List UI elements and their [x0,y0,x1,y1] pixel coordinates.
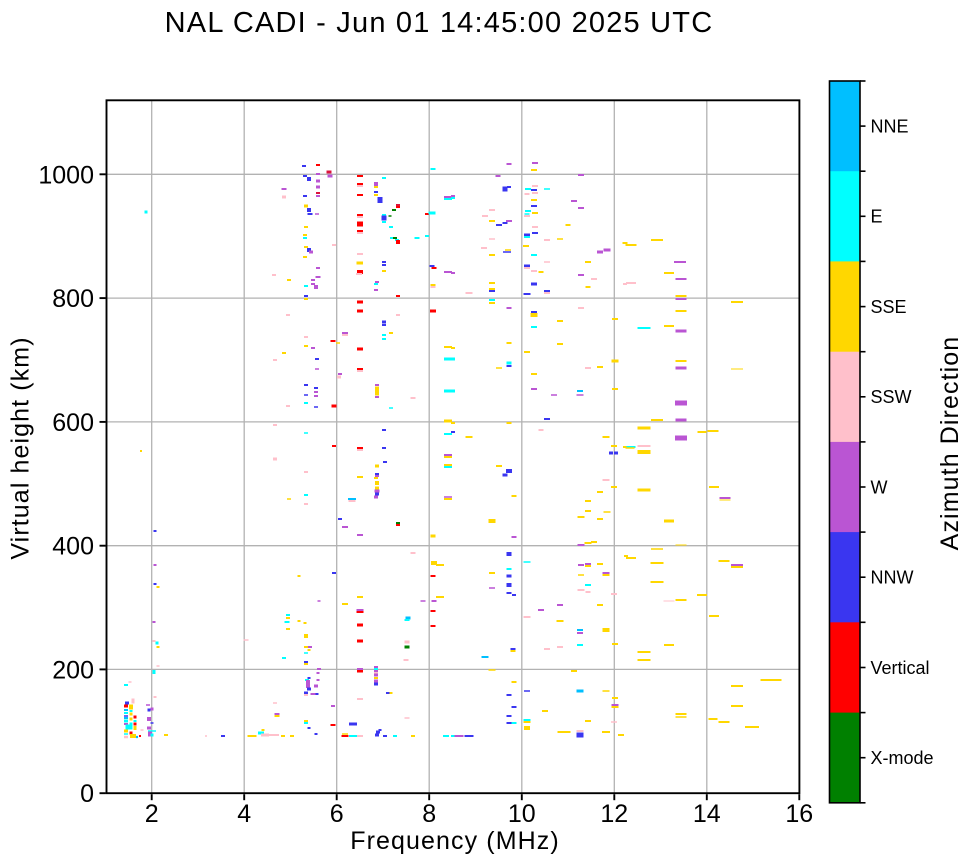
svg-text:SSE: SSE [871,297,907,317]
svg-text:10: 10 [508,800,536,828]
svg-text:200: 200 [52,656,94,684]
svg-text:800: 800 [52,285,94,313]
svg-text:X-mode: X-mode [871,748,934,768]
svg-text:W: W [871,477,888,497]
svg-text:8: 8 [422,800,436,828]
svg-text:1000: 1000 [38,161,94,189]
svg-text:Azimuth Direction: Azimuth Direction [936,336,964,551]
svg-text:12: 12 [600,800,628,828]
svg-text:14: 14 [693,800,721,828]
svg-text:Virtual height (km): Virtual height (km) [7,336,35,559]
svg-text:400: 400 [52,533,94,561]
svg-text:0: 0 [80,780,94,808]
svg-text:16: 16 [785,800,813,828]
svg-text:Frequency (MHz): Frequency (MHz) [350,827,560,855]
svg-text:E: E [871,207,883,227]
svg-text:NAL CADI - Jun 01 14:45:00 202: NAL CADI - Jun 01 14:45:00 2025 UTC [165,7,714,39]
svg-text:4: 4 [237,800,251,828]
svg-text:2: 2 [145,800,159,828]
svg-text:NNW: NNW [871,568,914,588]
svg-text:Vertical: Vertical [871,658,930,678]
svg-text:NNE: NNE [871,116,909,136]
svg-text:SSW: SSW [871,387,912,407]
svg-text:600: 600 [52,409,94,437]
svg-text:6: 6 [330,800,344,828]
